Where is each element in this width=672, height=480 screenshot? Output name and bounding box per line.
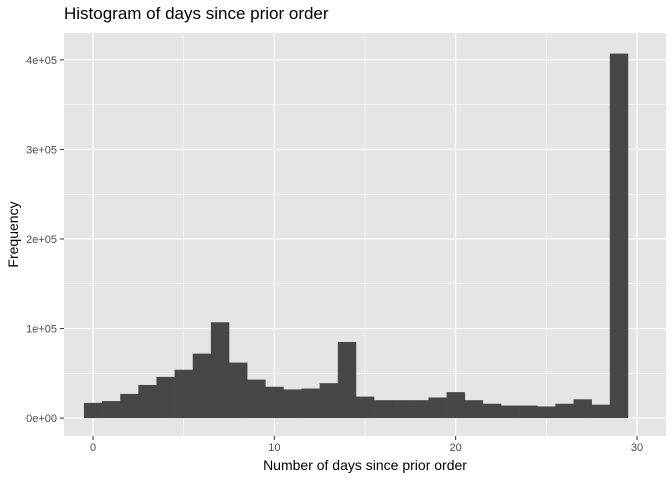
histogram-bar <box>192 353 212 419</box>
histogram-bar <box>265 386 284 419</box>
y-axis: 0e+00 1e+05 2e+05 3e+05 4e+05 <box>26 55 64 425</box>
x-axis-title: Number of days since prior order <box>263 457 467 473</box>
chart-title: Histogram of days since prior order <box>64 4 329 23</box>
histogram-bar <box>464 400 484 419</box>
histogram-bars <box>83 53 629 419</box>
histogram-bar <box>247 379 266 419</box>
histogram-bar <box>591 404 611 419</box>
histogram-bar <box>301 388 320 419</box>
histogram-bar <box>83 402 103 419</box>
histogram-bar <box>174 369 194 419</box>
x-tick-label: 20 <box>450 442 462 454</box>
y-tick-label: 3e+05 <box>26 144 57 156</box>
y-tick-label: 1e+05 <box>26 324 57 336</box>
histogram-bar <box>229 362 248 419</box>
histogram-bar <box>138 384 157 419</box>
histogram-bar <box>120 393 139 419</box>
histogram-bar <box>337 341 357 419</box>
y-tick-label: 2e+05 <box>26 234 57 246</box>
histogram-bar <box>355 396 375 419</box>
y-tick-label: 4e+05 <box>26 55 57 67</box>
y-tick-label: 0e+00 <box>26 413 57 425</box>
histogram-bar <box>555 403 574 419</box>
x-tick-label: 0 <box>90 442 96 454</box>
x-tick-label: 30 <box>631 442 643 454</box>
histogram-bar <box>428 397 447 419</box>
histogram-bar <box>102 401 121 419</box>
histogram-bar <box>392 400 411 419</box>
x-axis: 0 10 20 30 <box>90 436 643 454</box>
histogram-bar <box>519 405 538 419</box>
histogram-bar <box>283 389 302 419</box>
histogram-bar <box>446 392 466 419</box>
histogram-bar <box>319 383 339 419</box>
histogram-bar <box>210 322 230 419</box>
histogram-bar <box>537 406 556 419</box>
histogram-bar <box>609 53 629 419</box>
minor-gridlines <box>64 33 666 436</box>
histogram-bar <box>500 405 520 419</box>
histogram-bar <box>573 399 592 419</box>
histogram-bar <box>374 400 393 419</box>
y-axis-title: Frequency <box>5 201 21 267</box>
histogram-bar <box>410 400 429 419</box>
x-tick-label: 10 <box>268 442 280 454</box>
histogram-bar <box>482 403 502 419</box>
histogram-bar <box>156 376 175 419</box>
